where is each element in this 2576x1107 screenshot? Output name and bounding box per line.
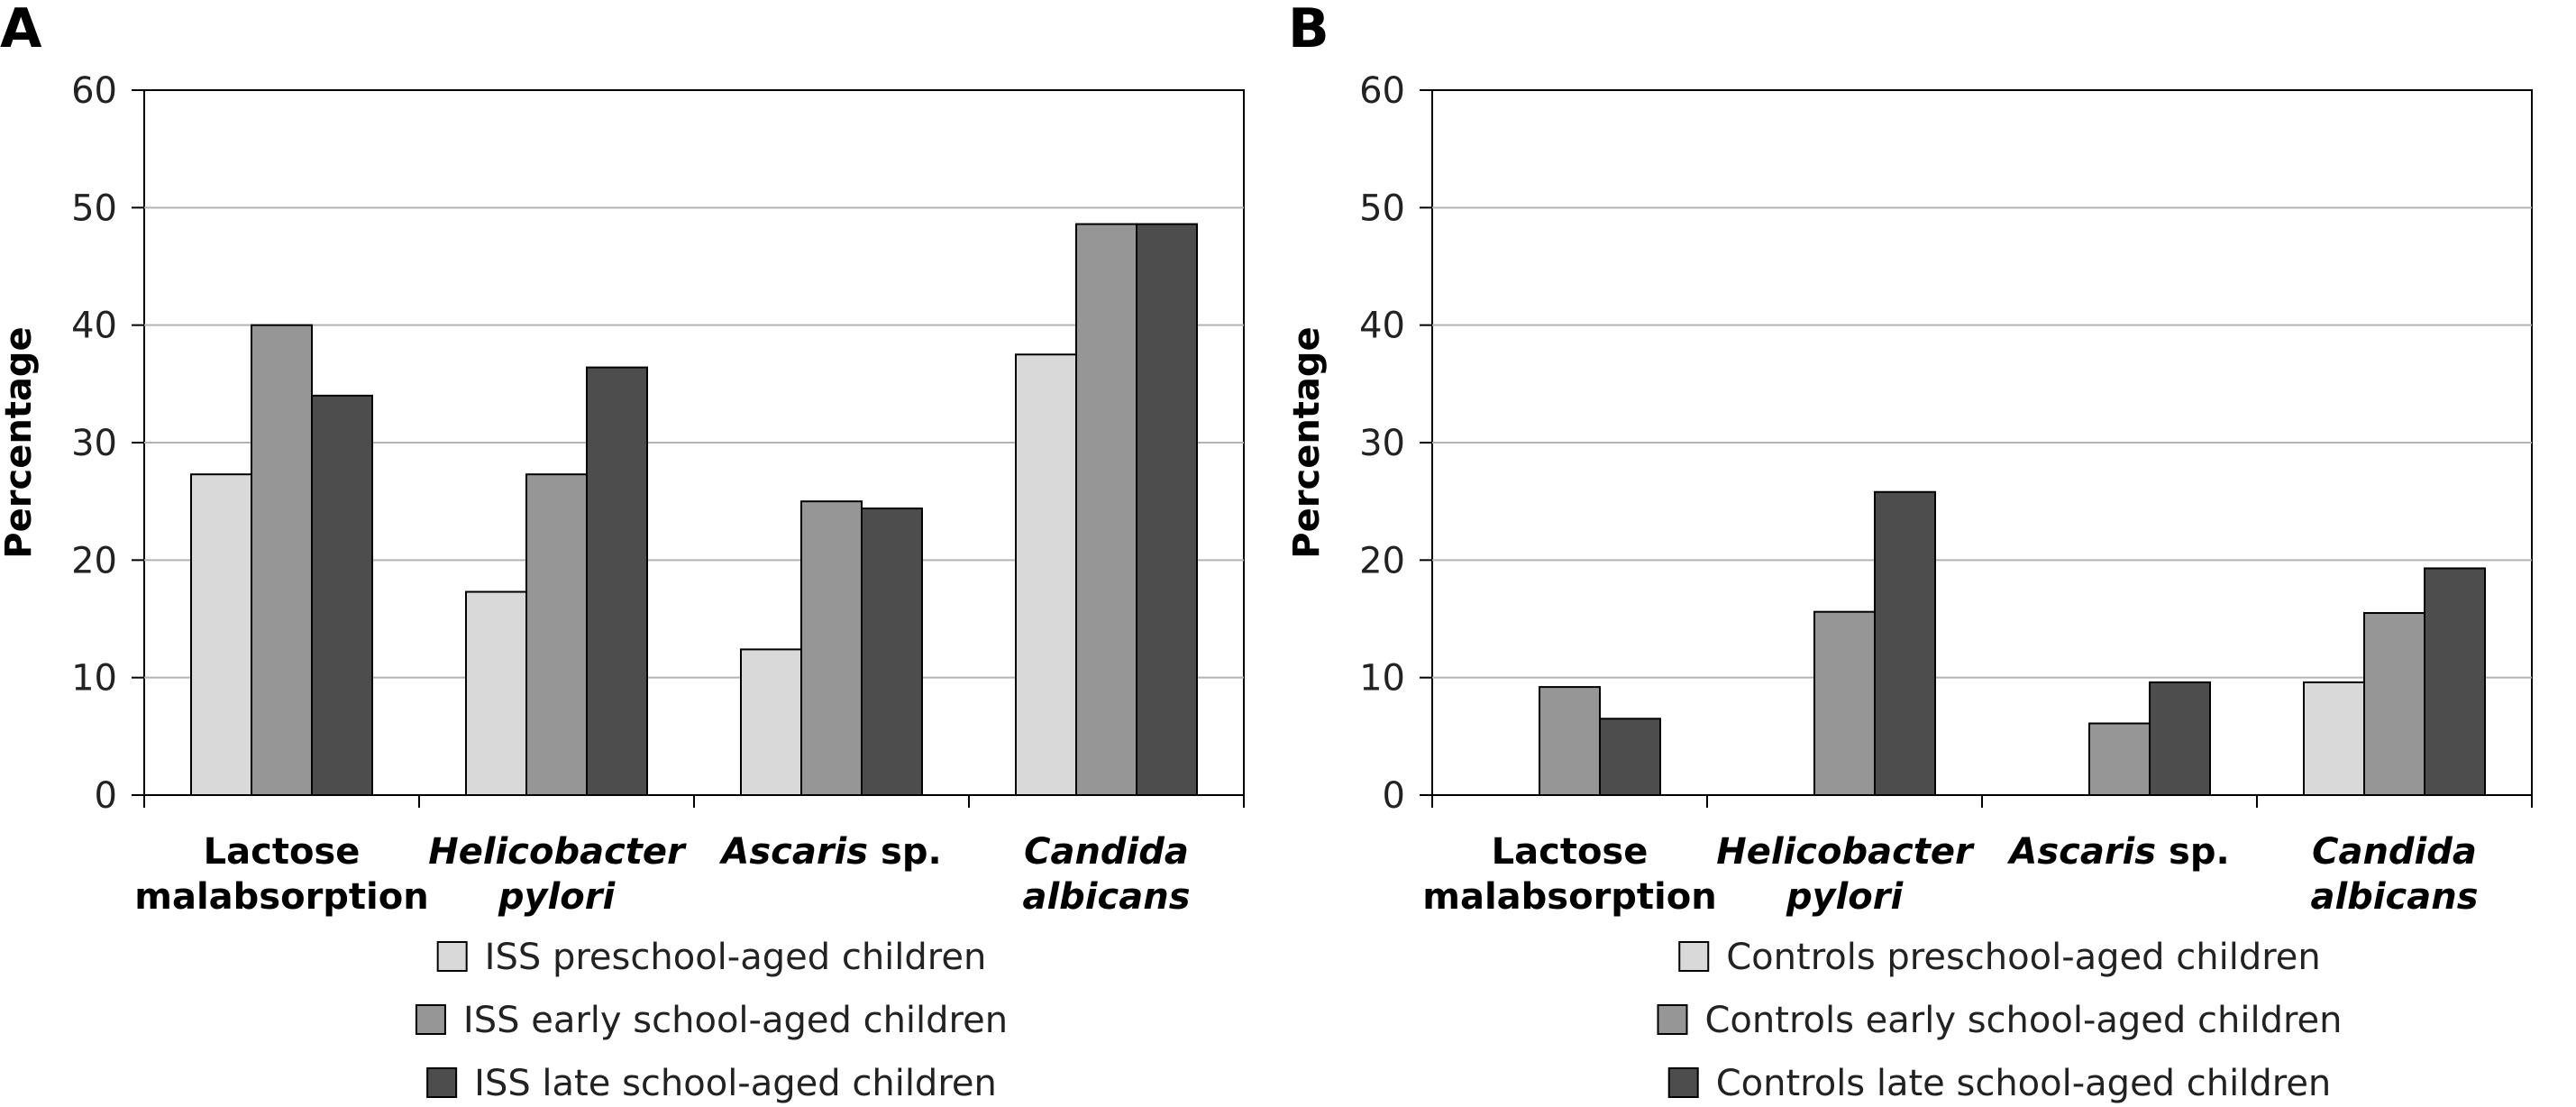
legend-entry: ISS preschool-aged children [436, 937, 987, 978]
legend-entry: Controls preschool-aged children [1678, 937, 2321, 978]
chart-panel-b: B 0 10 20 30 40 50 60 Percentage Lactose malabsorp… [1288, 0, 2576, 1107]
chart-b-svg: B 0 10 20 30 40 50 60 Percentage Lactosemalabsorp… [1288, 0, 2533, 1104]
x-category-label-part: Lactose [1492, 831, 1649, 873]
x-category-label: Helicobacter [428, 831, 687, 873]
legend-entry: ISS early school-aged children [415, 1000, 1008, 1041]
legend-swatch [415, 1004, 446, 1035]
legend-entry: Controls late school-aged children [1667, 1063, 2332, 1104]
bar [311, 394, 373, 796]
legend-label: ISS preschool-aged children [485, 937, 987, 978]
legend-swatch [1667, 1067, 1699, 1098]
bar [2088, 722, 2151, 796]
bar [2303, 681, 2365, 797]
y-tick-label: 20 [1359, 540, 1405, 581]
y-tick-label: 0 [95, 775, 117, 817]
chart-panel-a: A 0 10 20 30 40 50 60 Percentage Lactose malabsorp… [0, 0, 1245, 1104]
bar [251, 324, 313, 796]
x-category-label: Ascaris sp. [718, 831, 941, 873]
x-category-label-part: albicans [1022, 876, 1190, 918]
x-category-label: pylori [498, 876, 617, 918]
legend-swatch [1678, 941, 1710, 972]
x-category-label: Lactose [1492, 831, 1649, 873]
legend-swatch [436, 941, 468, 972]
y-tick-label: 30 [1359, 423, 1405, 464]
x-category-label-part: sp. [868, 831, 942, 873]
bar [1874, 490, 1936, 796]
legend-entry: Controls early school-aged children [1657, 1000, 2343, 1041]
bar [1075, 223, 1137, 796]
legend-label: ISS late school-aged children [474, 1063, 997, 1104]
panel-letter: A [0, 0, 42, 60]
y-tick-label: 40 [71, 306, 117, 347]
legend-label: Controls late school-aged children [1716, 1063, 2332, 1104]
bar [2424, 567, 2486, 796]
y-axis-label: Percentage [0, 326, 40, 558]
x-category-label: Helicobacter [1716, 831, 1975, 873]
y-tick-label: 30 [71, 423, 117, 464]
x-category-label: malabsorption [1422, 876, 1716, 918]
y-tick-label: 60 [1359, 70, 1405, 112]
x-category-label-part: Ascaris [718, 831, 868, 873]
x-category-label-part: pylori [1786, 876, 1905, 918]
bar [525, 473, 588, 796]
legend-swatch [1657, 1004, 1688, 1035]
x-category-label-part: Candida [2312, 831, 2477, 873]
bar [740, 648, 802, 796]
x-category-label: Ascaris sp. [2006, 831, 2229, 873]
legend-label: Controls preschool-aged children [1726, 937, 2321, 978]
x-category-label: Lactose [204, 831, 361, 873]
x-category-label-part: albicans [2310, 876, 2478, 918]
bar [586, 366, 648, 796]
x-category-label-part: Lactose [204, 831, 361, 873]
chart-a-svg: A 0 10 20 30 40 50 60 Percentage Lactosemalabsorp… [0, 0, 1245, 1104]
legend-swatch [426, 1067, 458, 1098]
x-category-label-part: malabsorption [134, 876, 428, 918]
x-category-label-part: pylori [498, 876, 617, 918]
bar [800, 500, 863, 797]
y-tick-label: 10 [1359, 658, 1405, 700]
y-tick-label: 60 [71, 70, 117, 112]
bar [1813, 610, 1876, 796]
y-tick-label: 10 [71, 658, 117, 700]
x-category-label: Candida [1024, 831, 1189, 873]
y-axis-label: Percentage [1288, 326, 1328, 558]
y-tick-label: 20 [71, 540, 117, 581]
panel-letter: B [1288, 0, 1329, 60]
bar [1015, 353, 1077, 796]
bar [1539, 686, 1601, 796]
legend-label: ISS early school-aged children [463, 1000, 1008, 1041]
bar [1136, 223, 1198, 796]
x-category-label-part: Helicobacter [1716, 831, 1975, 873]
bar [2363, 611, 2425, 796]
bar [190, 473, 252, 796]
x-category-label: malabsorption [134, 876, 428, 918]
x-category-label-part: Candida [1024, 831, 1189, 873]
y-tick-label: 50 [71, 188, 117, 229]
bar [1599, 718, 1661, 796]
bar [2149, 681, 2211, 797]
bar [465, 590, 527, 796]
x-category-label: albicans [2310, 876, 2478, 918]
x-category-label: Candida [2312, 831, 2477, 873]
x-category-label-part: sp. [2156, 831, 2230, 873]
x-category-label: albicans [1022, 876, 1190, 918]
x-category-label-part: Helicobacter [428, 831, 687, 873]
y-tick-label: 50 [1359, 188, 1405, 229]
legend-entry: ISS late school-aged children [426, 1063, 997, 1104]
x-category-label: pylori [1786, 876, 1905, 918]
y-tick-label: 40 [1359, 306, 1405, 347]
y-tick-label: 0 [1383, 775, 1405, 817]
x-category-label-part: malabsorption [1422, 876, 1716, 918]
legend-label: Controls early school-aged children [1705, 1000, 2343, 1041]
x-category-label-part: Ascaris [2006, 831, 2156, 873]
bar [861, 507, 923, 797]
